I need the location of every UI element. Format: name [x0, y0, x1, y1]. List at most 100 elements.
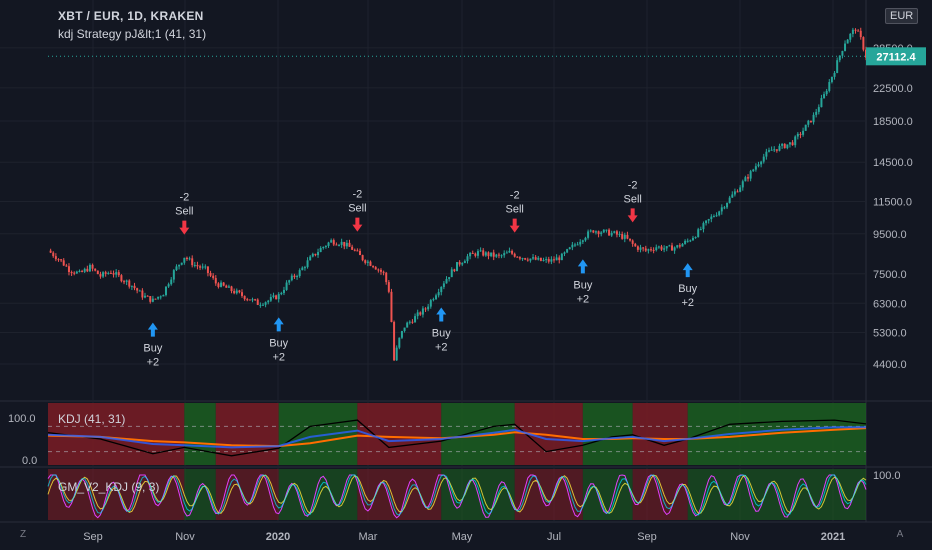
candle-body — [102, 272, 105, 277]
candle-body — [206, 266, 209, 274]
candle-body — [786, 144, 789, 149]
sell-marker: Sell -2 — [506, 190, 524, 233]
price-tick-label: 4400.0 — [873, 359, 907, 371]
price-pane[interactable] — [48, 27, 867, 362]
candle-body — [416, 312, 419, 317]
sell-marker: Sell -2 — [623, 179, 642, 223]
candle-body — [377, 269, 380, 271]
candle-body — [411, 321, 414, 323]
candle-body — [469, 252, 472, 257]
candle-body — [757, 164, 760, 167]
kdj-tick-label: 100.0 — [8, 413, 36, 425]
candle-body — [670, 245, 673, 251]
candle-body — [739, 187, 742, 192]
candle-body — [123, 281, 126, 283]
candle-body — [345, 242, 348, 247]
candle-body — [88, 264, 91, 272]
candle-body — [330, 240, 333, 243]
time-tick-label: May — [452, 531, 473, 543]
candle-body — [568, 247, 571, 250]
candle-body — [290, 275, 293, 281]
candle-body — [566, 249, 569, 253]
candle-body — [379, 269, 382, 272]
candle-body — [794, 136, 797, 146]
sell-label: Sell — [175, 206, 193, 218]
candle-body — [482, 250, 485, 256]
candle-body — [162, 295, 165, 297]
kdj-pane-label: KDJ (41, 31) — [58, 412, 126, 426]
candle-body — [754, 166, 757, 170]
candle-body — [78, 270, 81, 272]
candle-body — [676, 245, 679, 248]
candle-body — [120, 275, 123, 282]
candle-body — [718, 211, 721, 216]
candle-body — [492, 252, 495, 257]
candle-body — [511, 250, 514, 254]
candle-body — [86, 268, 89, 272]
candle-body — [144, 295, 147, 298]
auto-scale-button[interactable]: A — [896, 529, 904, 540]
gm-zone-red — [632, 469, 688, 520]
candle-body — [366, 261, 369, 263]
candle-body — [663, 248, 666, 250]
candle-body — [327, 242, 330, 246]
buy-label: Buy — [573, 279, 592, 291]
trade-markers: Buy +2 Sell -2 Buy +2 Sell -2 Buy +2 Sell -2 Buy +2 Se… — [143, 179, 697, 368]
candle-body — [107, 272, 110, 274]
candle-body — [225, 285, 228, 288]
candle-body — [54, 256, 57, 260]
last-price-value: 27112.4 — [876, 51, 916, 63]
candle-body — [817, 107, 820, 112]
candle-body — [537, 257, 540, 260]
candle-body — [844, 43, 847, 51]
buy-qty: +2 — [681, 297, 694, 309]
candle-body — [652, 249, 655, 251]
candle-body — [220, 282, 223, 287]
candle-body — [267, 300, 270, 303]
candle-body — [655, 247, 658, 251]
candle-body — [471, 252, 474, 254]
candle-body — [435, 295, 438, 300]
candle-body — [133, 285, 136, 289]
chart-title: XBT / EUR, 1D, KRAKEN — [58, 9, 204, 23]
candle-body — [204, 266, 207, 268]
candle-body — [429, 300, 432, 307]
candle-body — [516, 256, 519, 258]
candle-body — [73, 272, 76, 274]
candle-body — [558, 257, 561, 261]
kdj-zone-red — [215, 403, 279, 465]
candle-body — [183, 257, 186, 263]
candle-body — [324, 245, 327, 247]
candle-body — [665, 246, 668, 249]
candle-body — [317, 252, 320, 256]
gm-zone-red — [48, 469, 185, 520]
gm-pane[interactable] — [47, 469, 867, 520]
candle-body — [374, 267, 377, 270]
candle-body — [589, 230, 592, 232]
candle-body — [259, 304, 262, 306]
candle-body — [60, 259, 63, 261]
currency-badge[interactable]: EUR — [885, 8, 919, 24]
candle-body — [639, 247, 642, 250]
candle-body — [157, 296, 160, 299]
candle-body — [830, 76, 833, 83]
candle-body — [636, 246, 639, 250]
candle-body — [487, 252, 490, 257]
candle-body — [172, 270, 175, 280]
zoom-toggle-button[interactable]: Z — [19, 529, 27, 540]
kdj-pane[interactable] — [47, 403, 867, 465]
price-tick-label: 9500.0 — [873, 229, 907, 241]
candle-body — [657, 246, 660, 248]
candle-body — [841, 50, 844, 56]
candle-body — [442, 283, 445, 287]
candle-body — [731, 194, 734, 198]
candle-body — [479, 250, 482, 252]
candle-body — [272, 295, 275, 298]
gm-zone-red — [514, 469, 583, 520]
candle-body — [62, 260, 65, 266]
candle-body — [775, 149, 778, 151]
buy-label: Buy — [678, 283, 697, 295]
candle-body — [539, 257, 542, 261]
candle-body — [311, 253, 314, 257]
